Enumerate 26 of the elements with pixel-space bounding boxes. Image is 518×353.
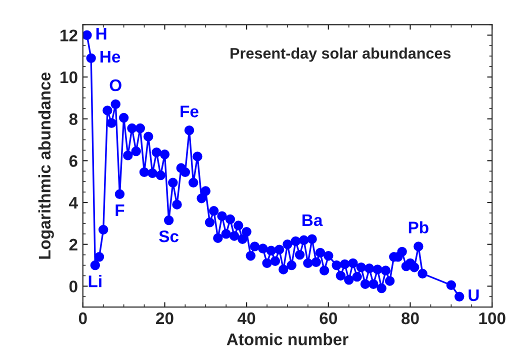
text: Present-day solar abundances: [230, 48, 451, 62]
y-tick-label: 4: [69, 197, 78, 209]
y-tick-label: 6: [69, 155, 78, 167]
y-tick-label: 0: [69, 280, 78, 292]
x-tick-label: 0: [78, 312, 87, 324]
annotation: H: [96, 28, 106, 40]
annotation: O: [110, 79, 122, 92]
x-tick-label: 100: [479, 312, 506, 324]
y-tick-label: 2: [69, 238, 78, 250]
annotation: Pb: [408, 221, 428, 234]
annotation: Ba: [302, 214, 323, 226]
annotation: He: [100, 51, 120, 63]
x-tick-label: 60: [320, 312, 337, 324]
x-axis-title: Atomic number: [226, 333, 348, 346]
annotation: Fe: [180, 106, 198, 118]
annotation: F: [116, 204, 124, 216]
annotation: Sc: [159, 230, 179, 242]
y-tick-label: 12: [60, 30, 78, 42]
x-tick-label: 40: [238, 312, 256, 324]
x-tick-label: 20: [156, 312, 174, 324]
y-axis-title: Logarithmic abundance: [38, 72, 54, 259]
annotation: Li: [88, 274, 102, 288]
y-tick-label: 10: [60, 71, 78, 84]
annotation: U: [468, 289, 479, 302]
y-tick-label: 8: [69, 113, 78, 126]
x-tick-label: 80: [402, 312, 419, 324]
